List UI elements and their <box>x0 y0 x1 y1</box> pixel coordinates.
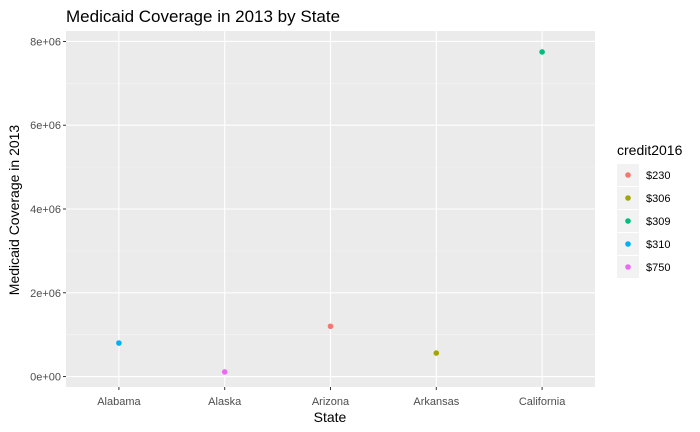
y-tick-label: 8e+06 <box>30 36 61 48</box>
legend-label: $310 <box>646 239 670 251</box>
chart-title: Medicaid Coverage in 2013 by State <box>66 7 340 26</box>
y-axis: 0e+00 2e+06 4e+06 6e+06 8e+06 <box>30 36 66 384</box>
legend-swatch <box>625 264 631 270</box>
grid-major <box>66 31 595 387</box>
legend-swatch <box>625 172 631 178</box>
x-tick-label: Alabama <box>97 396 141 408</box>
x-tick-label: Arkansas <box>413 396 459 408</box>
legend-title: credit2016 <box>617 142 683 158</box>
data-points <box>116 49 545 375</box>
legend-swatch <box>625 218 631 224</box>
legend-label: $306 <box>646 193 670 205</box>
legend-label: $230 <box>646 170 670 182</box>
x-tick-label: California <box>519 396 566 408</box>
data-point <box>539 49 545 55</box>
x-tick-label: Arizona <box>312 396 350 408</box>
legend: credit2016 $230 $306 $309 $310 $750 <box>617 142 683 278</box>
legend-label: $309 <box>646 216 670 228</box>
legend-swatch <box>625 195 631 201</box>
x-tick-label: Alaska <box>208 396 242 408</box>
data-point <box>433 350 440 356</box>
data-point <box>221 369 228 375</box>
x-axis: Alabama Alaska Arizona Arkansas California <box>97 387 566 408</box>
data-point <box>116 340 122 346</box>
y-tick-label: 0e+00 <box>30 372 61 384</box>
legend-label: $750 <box>646 262 670 274</box>
y-tick-label: 6e+06 <box>30 120 61 132</box>
y-tick-label: 2e+06 <box>30 288 61 300</box>
y-tick-label: 4e+06 <box>30 204 61 216</box>
legend-swatch <box>625 241 631 247</box>
data-point <box>327 323 334 330</box>
y-axis-title: Medicaid Coverage in 2013 <box>6 125 22 296</box>
x-axis-title: State <box>314 409 347 425</box>
